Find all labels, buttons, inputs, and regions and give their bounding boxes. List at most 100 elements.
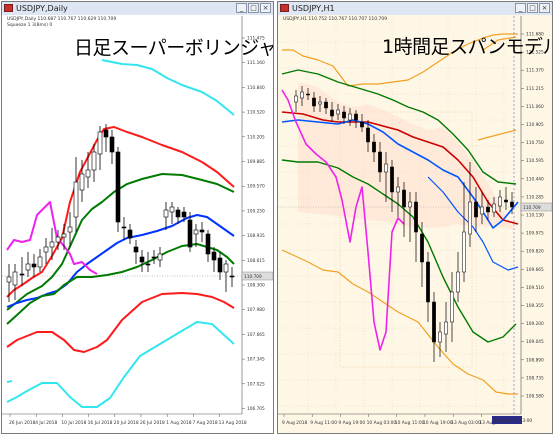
y-tick-label: 109.355 <box>526 303 544 309</box>
y-tick-label: 110.205 <box>247 134 265 140</box>
x-tick-label: 26 Jul 2018 <box>140 420 165 426</box>
daily-ohlc-info: USDJPY,Daily 110.687 110.767 110.629 110… <box>7 17 117 22</box>
y-tick-label: 111.370 <box>526 68 544 74</box>
candle-body <box>6 276 12 283</box>
y-tick-label: 108.615 <box>247 258 265 264</box>
candle-body <box>390 166 394 193</box>
candle-body <box>312 97 316 107</box>
daily-chart-canvas[interactable]: 111.475 111.160 110.840 110.520 110.205 109.8… <box>2 2 274 434</box>
range-box <box>339 111 473 368</box>
candle-body <box>12 271 18 286</box>
x-tick-label: 16 Jul 2018 <box>88 420 113 426</box>
x-tick-label: 10 Aug 03:00 <box>367 420 397 426</box>
candle-body <box>61 233 67 238</box>
candle-body <box>109 136 115 153</box>
minimize-button[interactable]: _ <box>515 3 526 13</box>
x-tick-label: 20 Jul 2018 <box>114 420 139 426</box>
y-tick-label: 110.520 <box>247 110 265 116</box>
candle-body <box>37 256 43 268</box>
candle-body <box>223 263 229 273</box>
x-tick-label: 10 Jul 2018 <box>61 420 86 426</box>
minimize-button[interactable]: _ <box>236 3 247 13</box>
candle-body <box>67 226 73 233</box>
maximize-button[interactable]: □ <box>527 3 538 13</box>
span-upper-orange <box>282 33 518 87</box>
span-mid-orange <box>477 129 517 141</box>
candle-body <box>169 206 175 213</box>
daily-indicator-info: Squeeze 1 3(8ms) 0 <box>7 23 53 28</box>
bb-minus2-line <box>6 292 235 353</box>
candle-body <box>115 151 121 223</box>
candle-body <box>163 209 169 218</box>
candle-body <box>175 209 181 218</box>
time-cursor-label: 2018.08.13 13:00 <box>493 418 532 424</box>
x-tick-label: 26 Jun 2018 <box>9 420 36 426</box>
h1-chart-canvas[interactable]: 111.680 111.525 111.370 111.215 111.060 110.9… <box>278 2 553 434</box>
candle-body <box>97 131 103 155</box>
y-tick-label: 110.595 <box>526 158 544 164</box>
y-tick-label: 109.665 <box>526 267 544 273</box>
y-tick-label: 107.665 <box>247 332 265 338</box>
candle-body <box>121 226 127 229</box>
blue-line <box>281 119 519 229</box>
candle-body <box>31 263 37 268</box>
candle-body <box>139 256 145 263</box>
y-tick-label: 111.160 <box>247 60 265 66</box>
candle-body <box>396 186 400 193</box>
candle-body <box>91 151 97 171</box>
green-upper-line <box>281 69 517 185</box>
bb-minus3-stub <box>6 380 13 383</box>
candle-body <box>294 95 298 103</box>
red-line <box>281 111 519 225</box>
y-tick-label: 109.885 <box>247 159 265 165</box>
candle-body <box>498 196 502 207</box>
x-tick-label: 9 Aug 11:00 <box>310 420 337 426</box>
candle-body <box>324 101 328 109</box>
h1-chart-window[interactable]: USDJPY,H1 _ □ × 111.680 111.525 111.370 111… <box>277 1 553 434</box>
close-button[interactable]: × <box>260 3 271 13</box>
maximize-button[interactable]: □ <box>248 3 259 13</box>
candle-body <box>103 129 109 138</box>
candle-body <box>486 206 490 213</box>
candle-body <box>462 231 466 273</box>
candle-body <box>187 219 193 248</box>
candle-body <box>133 246 139 253</box>
candle-body <box>205 233 211 255</box>
chikou-line <box>6 201 98 275</box>
candle-body <box>127 229 133 239</box>
h1-ohlc-info: USDJPY,H1 110.752 110.767 110.707 110.70… <box>283 17 388 22</box>
y-tick-label: 109.045 <box>526 339 544 345</box>
span-lower-orange <box>281 249 518 395</box>
candle-body <box>366 127 370 143</box>
candle-body <box>55 236 61 243</box>
x-tick-label: 10 Aug 19:00 <box>423 420 453 426</box>
price-tag <box>520 202 552 212</box>
candle-body <box>85 169 91 178</box>
candle-body <box>474 201 478 218</box>
candle-body <box>468 201 472 235</box>
candle-body <box>300 91 304 99</box>
span-upper-orange-right <box>482 36 517 51</box>
x-tick-label: 7 Aug 2018 <box>192 420 218 426</box>
candle-body <box>181 211 187 218</box>
y-tick-label: 107.345 <box>247 357 265 363</box>
candle-body <box>151 256 157 259</box>
y-tick-label: 109.975 <box>526 231 544 237</box>
y-tick-label: 108.300 <box>247 283 265 289</box>
candle-body <box>229 275 235 278</box>
y-tick-label: 111.215 <box>526 86 544 92</box>
close-button[interactable]: × <box>539 3 550 13</box>
x-tick-label: 13 Aug 03:00 <box>451 420 481 426</box>
candle-body <box>25 263 31 271</box>
candle-body <box>145 263 151 266</box>
y-tick-label: 108.935 <box>247 233 265 239</box>
candle-body <box>318 101 322 105</box>
candle-body <box>402 189 406 208</box>
y-tick-label: 108.580 <box>526 394 544 400</box>
candle-body <box>408 201 412 208</box>
daily-chart-window[interactable]: USDJPY,Daily _ □ × 111.475 111.160 110.840… <box>1 1 274 434</box>
y-tick-label: 111.475 <box>247 36 265 42</box>
candle-body <box>492 203 496 213</box>
x-tick-label: 13 Aug 2018 <box>219 420 247 426</box>
price-tag-label: 110.709 <box>244 274 262 280</box>
